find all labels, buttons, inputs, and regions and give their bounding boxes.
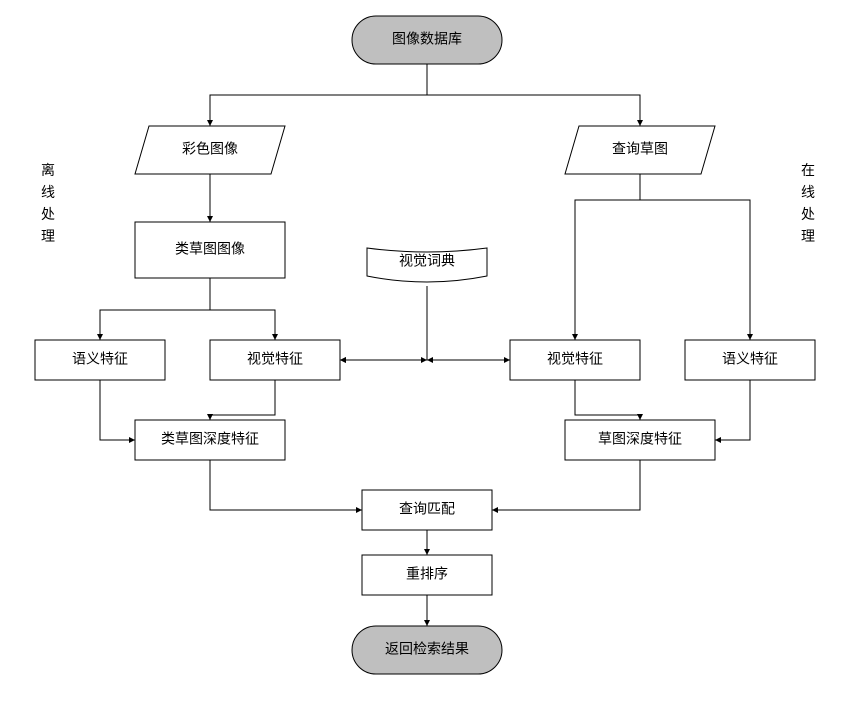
svg-text:类草图深度特征: 类草图深度特征 [161,431,259,447]
svg-text:视觉词典: 视觉词典 [399,253,455,269]
svg-text:离: 离 [41,162,55,178]
svg-text:视觉特征: 视觉特征 [547,351,603,367]
flowchart-canvas: 图像数据库彩色图像 查询草图类草图图像视觉词典语义特征 视觉特征 视觉特征 语义特征类草… [0,0,855,710]
svg-text:查询匹配: 查询匹配 [399,501,455,517]
svg-text:理: 理 [801,228,815,244]
svg-text:在: 在 [801,162,815,178]
svg-text:处: 处 [801,206,815,222]
svg-text:草图深度特征: 草图深度特征 [598,431,682,447]
svg-text:视觉特征: 视觉特征 [247,351,303,367]
svg-text:语义特征: 语义特征 [722,351,778,367]
svg-text:彩色图像: 彩色图像 [182,141,238,157]
svg-text:线: 线 [801,184,815,200]
svg-text:查询草图: 查询草图 [612,141,668,157]
svg-text:理: 理 [41,228,55,244]
svg-text:返回检索结果: 返回检索结果 [385,641,469,657]
svg-text:语义特征: 语义特征 [72,351,128,367]
svg-text:重排序: 重排序 [406,566,448,582]
svg-text:图像数据库: 图像数据库 [392,31,462,47]
svg-text:类草图图像: 类草图图像 [175,241,245,257]
svg-text:处: 处 [41,206,55,222]
svg-text:线: 线 [41,184,55,200]
